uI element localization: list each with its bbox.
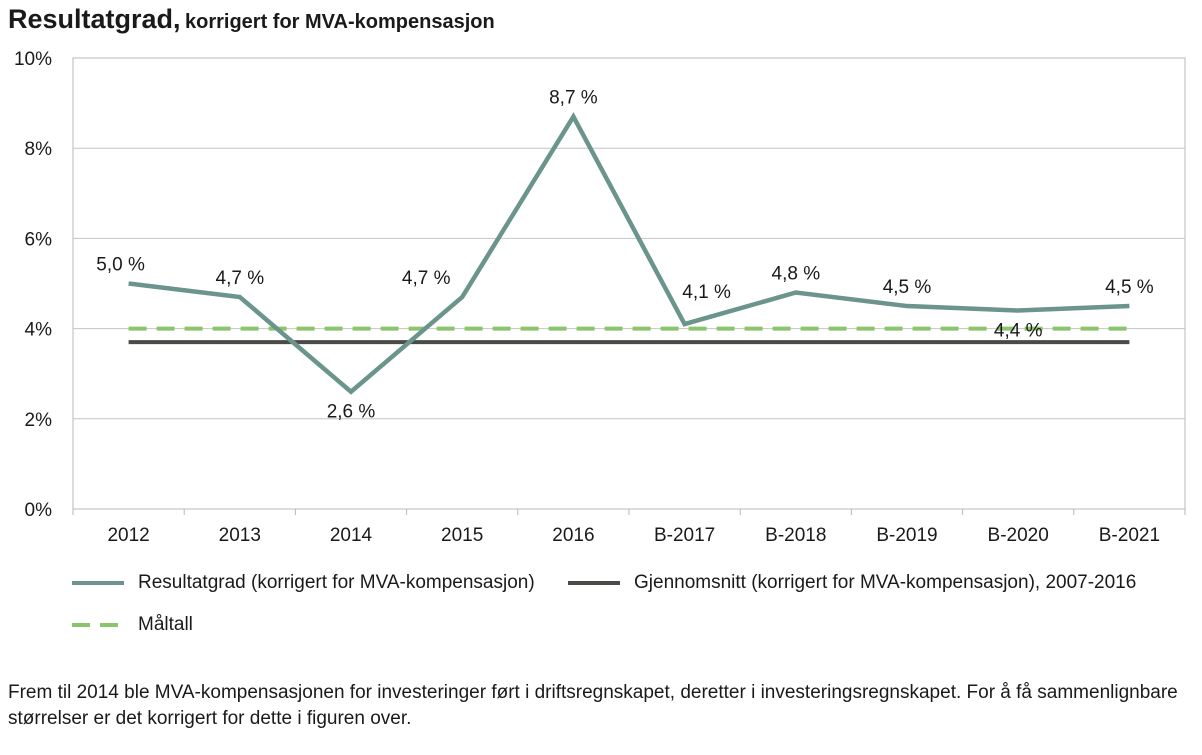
- data-label: 4,4 %: [994, 321, 1043, 342]
- x-tick-label: B-2020: [988, 525, 1049, 546]
- data-label: 4,5 %: [883, 277, 932, 298]
- legend-item-gjennomsnitt: Gjennomsnitt (korrigert for MVA-kompensa…: [568, 572, 1136, 594]
- y-tick-label: 8%: [25, 139, 53, 160]
- title-subtitle: korrigert for MVA-kompensasjon: [185, 11, 495, 33]
- legend-label-resultatgrad: Resultatgrad (korrigert for MVA-kompensa…: [138, 572, 535, 593]
- line-chart: 0% 2% 4% 6% 8% 10% 2012 2013 2014 2015 2016 B-2017 B…: [14, 49, 1186, 546]
- data-label: 4,7 %: [402, 268, 451, 289]
- legend-label-maltall: Måltall: [138, 614, 193, 635]
- footnote: Frem til 2014 ble MVA-kompensasjonen for…: [8, 682, 1178, 729]
- x-tick-label: B-2017: [654, 525, 715, 546]
- y-tick-label: 0%: [25, 500, 53, 521]
- legend-item-resultatgrad: Resultatgrad (korrigert for MVA-kompensa…: [72, 572, 535, 594]
- series-line-0: [128, 112, 1130, 395]
- data-label: 4,1 %: [682, 282, 731, 303]
- legend-swatch-resultatgrad: [72, 581, 124, 585]
- x-tick-label: B-2019: [876, 525, 937, 546]
- y-tick-label: 2%: [25, 410, 53, 431]
- x-tick-label: 2012: [107, 525, 149, 546]
- legend-item-maltall: Måltall: [72, 614, 193, 636]
- x-tick-label: B-2018: [765, 525, 826, 546]
- y-tick-label: 6%: [25, 229, 53, 250]
- data-label: 4,8 %: [772, 264, 821, 285]
- data-label: 4,5 %: [1105, 277, 1154, 298]
- y-tick-label: 4%: [25, 320, 53, 341]
- x-tick-label: 2014: [330, 525, 373, 546]
- data-label: 5,0 %: [96, 255, 145, 276]
- x-tick-label: 2013: [219, 525, 261, 546]
- chart-title: Resultatgrad, korrigert for MVA-kompensa…: [8, 4, 495, 35]
- data-label: 8,7 %: [549, 88, 598, 109]
- legend-swatch-maltall: [72, 623, 124, 627]
- title-main: Resultatgrad,: [8, 4, 181, 34]
- legend-label-gjennomsnitt: Gjennomsnitt (korrigert for MVA-kompensa…: [634, 572, 1137, 593]
- x-tick-label: 2016: [552, 525, 594, 546]
- legend-swatch-gjennomsnitt: [568, 581, 620, 585]
- y-tick-label: 10%: [14, 49, 52, 70]
- data-label: 2,6 %: [327, 402, 376, 423]
- data-label: 4,7 %: [216, 268, 265, 289]
- x-tick-label: B-2021: [1099, 525, 1160, 546]
- x-tick-label: 2015: [441, 525, 483, 546]
